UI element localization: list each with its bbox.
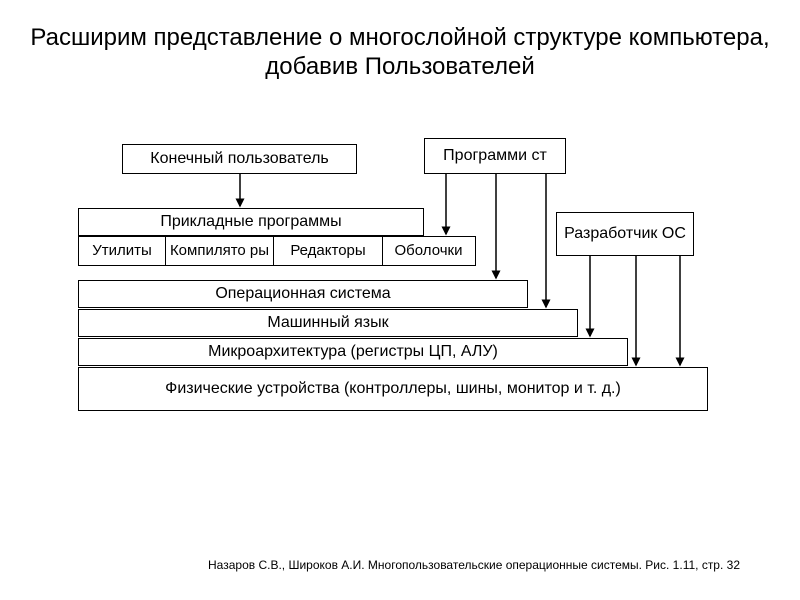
footer-citation: Назаров С.В., Широков А.И. Многопользова… [208,558,740,572]
box-physical: Физические устройства (контроллеры, шины… [78,367,708,411]
box-apps: Прикладные программы [78,208,424,236]
box-programmer: Программи ст [424,138,566,174]
box-util: Утилиты [78,236,166,266]
box-editors: Редакторы [273,236,383,266]
diagram: Конечный пользователь Программи ст Разра… [0,82,800,522]
box-end-user: Конечный пользователь [122,144,357,174]
box-os: Операционная система [78,280,528,308]
page-title: Расширим представление о многослойной ст… [0,0,800,82]
box-shells: Оболочки [382,236,476,266]
box-os-developer: Разработчик ОС [556,212,694,256]
box-microarch: Микроархитектура (регистры ЦП, АЛУ) [78,338,628,366]
tools-row: Утилиты Компилято ры Редакторы Оболочки [78,236,476,266]
box-compilers: Компилято ры [165,236,275,266]
box-machine-lang: Машинный язык [78,309,578,337]
